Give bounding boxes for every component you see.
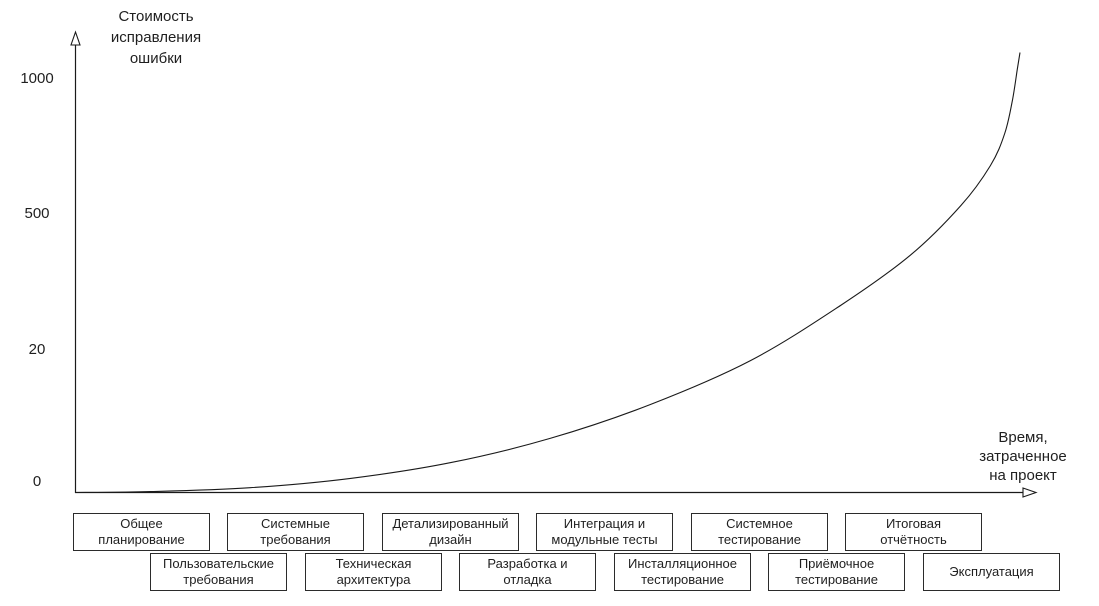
y-axis-tick-label: 0 <box>32 473 42 490</box>
phase-box: Общее планирование <box>73 513 210 551</box>
y-axis-tick-label: 1000 <box>20 70 54 87</box>
phase-box: Итоговая отчётность <box>845 513 982 551</box>
phase-box: Системные требования <box>227 513 364 551</box>
phase-box: Разработка и отладка <box>459 553 596 591</box>
phase-box: Техническая архитектура <box>305 553 442 591</box>
phase-box: Инсталляционное тестирование <box>614 553 751 591</box>
phase-box: Системное тестирование <box>691 513 828 551</box>
y-axis-title: Стоимость исправления ошибки <box>110 8 202 67</box>
y-axis-tick-label: 500 <box>24 205 50 222</box>
cost-curve <box>75 52 1021 494</box>
phase-box: Детализированный дизайн <box>382 513 519 551</box>
y-axis-tick-label: 20 <box>28 341 46 358</box>
x-axis-arrowhead-icon <box>1022 487 1038 498</box>
phase-box: Интеграция и модульные тесты <box>536 513 673 551</box>
phase-box: Приёмочное тестирование <box>768 553 905 591</box>
phase-box: Пользовательские требования <box>150 553 287 591</box>
phase-box: Эксплуатация <box>923 553 1060 591</box>
y-axis-arrowhead-icon <box>70 30 81 46</box>
x-axis-title: Время, затраченное на проект <box>979 429 1067 484</box>
